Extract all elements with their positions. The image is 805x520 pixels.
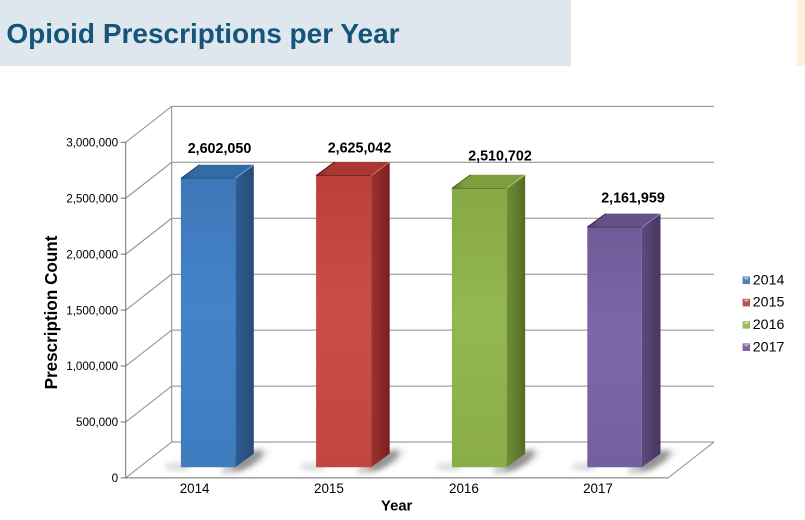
- svg-text:2,510,702: 2,510,702: [468, 149, 532, 165]
- svg-text:2014: 2014: [753, 272, 785, 288]
- svg-text:Year: Year: [381, 498, 413, 514]
- svg-text:2,161,959: 2,161,959: [601, 191, 665, 207]
- svg-text:2015: 2015: [753, 295, 785, 311]
- svg-text:2,625,042: 2,625,042: [328, 141, 392, 157]
- svg-text:2016: 2016: [449, 481, 479, 496]
- svg-text:3,000,000: 3,000,000: [66, 137, 118, 150]
- svg-text:Prescription Count: Prescription Count: [42, 235, 61, 389]
- svg-text:2016: 2016: [753, 317, 785, 333]
- svg-text:0: 0: [112, 472, 119, 485]
- svg-text:2017: 2017: [583, 481, 613, 496]
- svg-text:1,000,000: 1,000,000: [66, 360, 118, 373]
- svg-text:500,000: 500,000: [76, 416, 119, 429]
- svg-text:2,500,000: 2,500,000: [66, 192, 118, 205]
- svg-text:2014: 2014: [180, 481, 210, 496]
- svg-text:2015: 2015: [314, 481, 344, 496]
- svg-text:2,602,050: 2,602,050: [188, 141, 252, 157]
- svg-text:2,000,000: 2,000,000: [66, 248, 118, 261]
- svg-text:1,500,000: 1,500,000: [66, 304, 118, 317]
- svg-text:2017: 2017: [753, 339, 785, 355]
